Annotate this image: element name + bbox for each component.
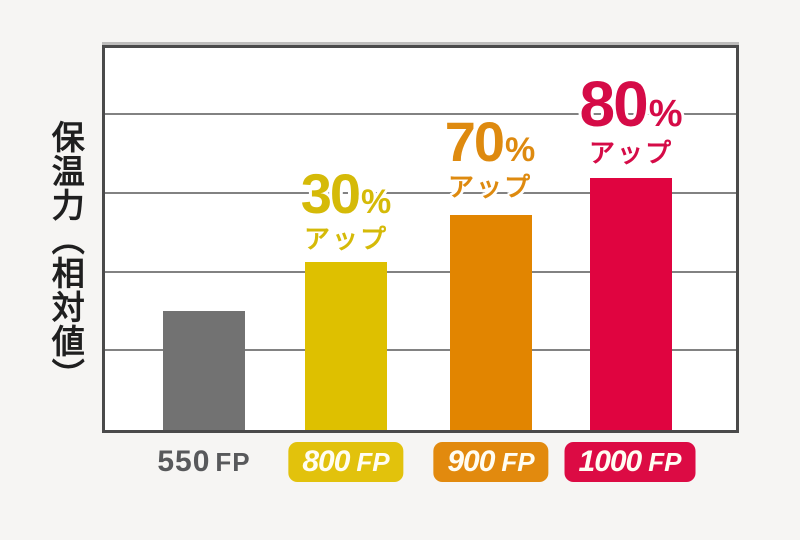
bar-550fp [163, 311, 245, 430]
x-label-badge-900fp: 900 FP [433, 442, 549, 482]
annotation-percent-value: 30% [301, 166, 392, 222]
annotation-word: アップ [447, 172, 532, 202]
annotation-word: アップ [588, 138, 674, 168]
x-label-550fp: 550 FP [157, 442, 250, 482]
annotation-30-percent-up: 30% アップ [301, 166, 392, 254]
plot-area: 30% アップ 70% アップ 80% アップ [102, 45, 739, 433]
annotation-percent-value: 80% [580, 72, 683, 136]
annotation-number: 80 [579, 68, 649, 140]
bar-1000fp [590, 178, 672, 430]
gridline [105, 271, 736, 273]
x-label-badge-1000fp: 1000 FP [564, 442, 696, 482]
annotation-number: 70 [444, 110, 505, 173]
percent-sign: % [505, 131, 536, 169]
annotation-percent-value: 70% [445, 114, 536, 170]
bar-900fp [450, 215, 532, 430]
x-label-number: 1000 [578, 445, 643, 478]
x-label-unit: FP [648, 446, 682, 477]
annotation-70-percent-up: 70% アップ [445, 114, 536, 202]
x-label-number: 900 [447, 445, 495, 478]
annotation-number: 30 [300, 162, 361, 225]
annotation-80-percent-up: 80% アップ [580, 72, 683, 166]
x-label-badge-800fp: 800 FP [288, 442, 404, 482]
x-label-unit: FP [356, 446, 390, 477]
x-label-number: 800 [302, 445, 350, 478]
percent-sign: % [361, 183, 392, 221]
y-axis-label: 保温力（相対値） [47, 120, 85, 392]
x-label-unit: FP [501, 446, 535, 477]
gridline [105, 349, 736, 351]
gridline [105, 192, 736, 194]
x-label-unit: FP [215, 446, 251, 477]
annotation-word: アップ [303, 224, 388, 254]
bar-800fp [305, 262, 387, 430]
x-label-number: 550 [157, 445, 211, 478]
gridline [105, 113, 736, 115]
percent-sign: % [648, 93, 683, 135]
